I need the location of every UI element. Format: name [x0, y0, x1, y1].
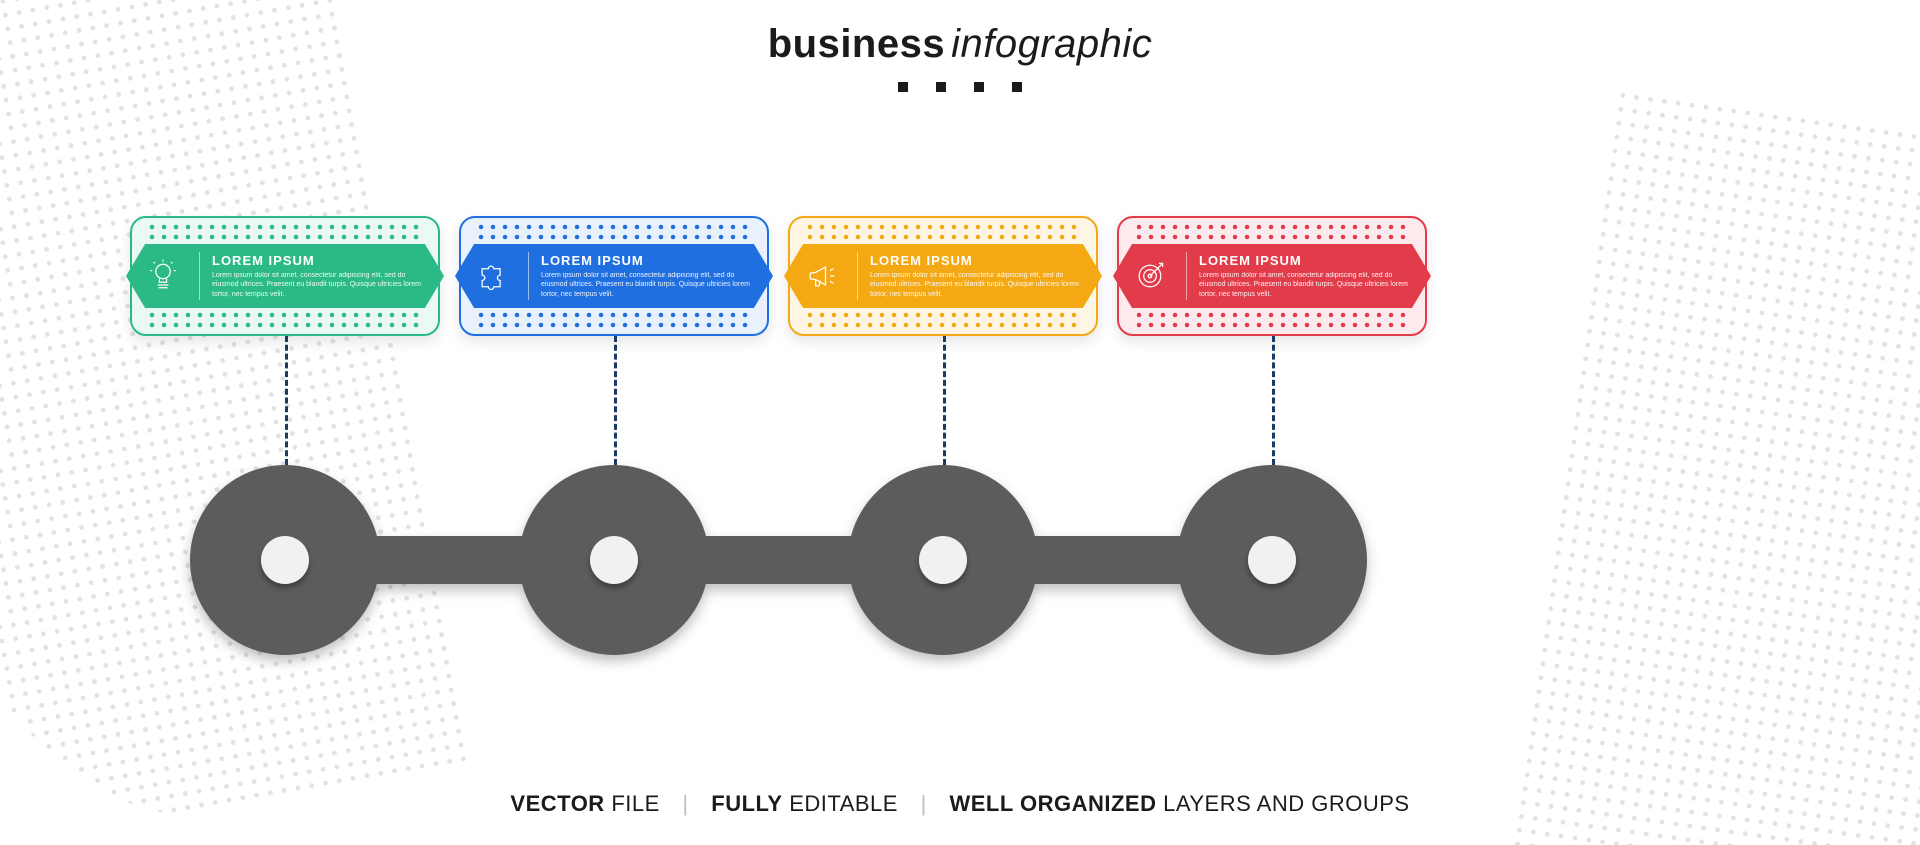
card-dot-strip [1133, 222, 1411, 242]
step-text: LOREM IPSUM Lorem ipsum dolor sit amet, … [858, 244, 1102, 308]
footer-bold: FULLY [711, 791, 782, 816]
footer-divider: | [921, 791, 927, 816]
step-text: LOREM IPSUM Lorem ipsum dolor sit amet, … [1187, 244, 1431, 308]
card-dot-strip [146, 222, 424, 242]
step-text: LOREM IPSUM Lorem ipsum dolor sit amet, … [529, 244, 773, 308]
card-dot-strip [1133, 310, 1411, 330]
footer-seg: FULLY EDITABLE [711, 791, 904, 816]
card-dot-strip [146, 310, 424, 330]
timeline-shape [0, 0, 1920, 845]
connector-line [285, 336, 288, 465]
footer-bold: WELL ORGANIZED [949, 791, 1156, 816]
footer-light: LAYERS AND GROUPS [1156, 791, 1409, 816]
card-dot-strip [475, 222, 753, 242]
step-title: LOREM IPSUM [870, 253, 1084, 268]
footer-light: EDITABLE [783, 791, 898, 816]
footer-meta: VECTOR FILE | FULLY EDITABLE | WELL ORGA… [0, 791, 1920, 817]
step-body: Lorem ipsum dolor sit amet, consectetur … [870, 271, 1084, 299]
card-dot-strip [804, 310, 1082, 330]
step-card-3: LOREM IPSUM Lorem ipsum dolor sit amet, … [788, 216, 1098, 336]
card-dot-strip [804, 222, 1082, 242]
step-title: LOREM IPSUM [1199, 253, 1413, 268]
step-title: LOREM IPSUM [541, 253, 755, 268]
megaphone-icon [784, 252, 858, 300]
footer-light: FILE [605, 791, 660, 816]
footer-divider: | [682, 791, 688, 816]
footer-bold: VECTOR [510, 791, 604, 816]
step-card-1: LOREM IPSUM Lorem ipsum dolor sit amet, … [130, 216, 440, 336]
step-text: LOREM IPSUM Lorem ipsum dolor sit amet, … [200, 244, 444, 308]
step-body: Lorem ipsum dolor sit amet, consectetur … [541, 271, 755, 299]
target-icon [1113, 252, 1187, 300]
lightbulb-icon [126, 252, 200, 300]
step-title: LOREM IPSUM [212, 253, 426, 268]
step-card-4: LOREM IPSUM Lorem ipsum dolor sit amet, … [1117, 216, 1427, 336]
footer-seg: WELL ORGANIZED LAYERS AND GROUPS [949, 791, 1409, 816]
card-dot-strip [475, 310, 753, 330]
step-band: LOREM IPSUM Lorem ipsum dolor sit amet, … [126, 244, 444, 308]
step-card-2: LOREM IPSUM Lorem ipsum dolor sit amet, … [459, 216, 769, 336]
step-band: LOREM IPSUM Lorem ipsum dolor sit amet, … [1113, 244, 1431, 308]
footer-seg: VECTOR FILE [510, 791, 666, 816]
step-body: Lorem ipsum dolor sit amet, consectetur … [1199, 271, 1413, 299]
connector-line [1272, 336, 1275, 465]
connector-line [943, 336, 946, 465]
step-band: LOREM IPSUM Lorem ipsum dolor sit amet, … [455, 244, 773, 308]
connector-line [614, 336, 617, 465]
step-body: Lorem ipsum dolor sit amet, consectetur … [212, 271, 426, 299]
step-band: LOREM IPSUM Lorem ipsum dolor sit amet, … [784, 244, 1102, 308]
puzzle-icon [455, 252, 529, 300]
